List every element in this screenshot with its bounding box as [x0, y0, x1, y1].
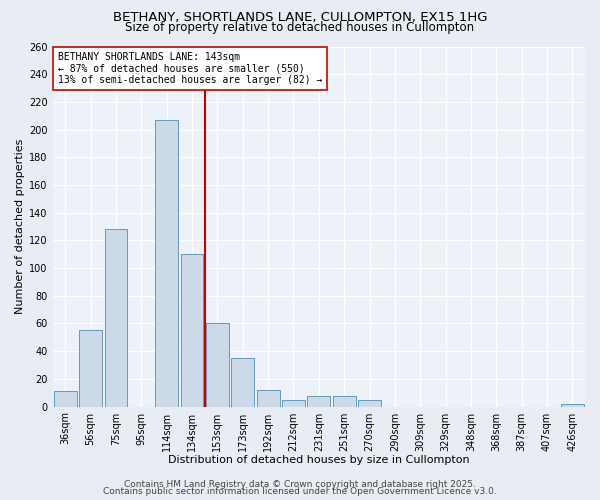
Bar	[104, 230, 127, 406]
X-axis label: Distribution of detached houses by size in Cullompton: Distribution of detached houses by size …	[168, 455, 470, 465]
Bar	[232, 358, 254, 406]
Bar	[206, 324, 229, 406]
Bar	[358, 400, 381, 406]
Y-axis label: Number of detached properties: Number of detached properties	[15, 139, 25, 314]
Text: BETHANY SHORTLANDS LANE: 143sqm
← 87% of detached houses are smaller (550)
13% o: BETHANY SHORTLANDS LANE: 143sqm ← 87% of…	[58, 52, 322, 85]
Bar	[257, 390, 280, 406]
Text: Contains public sector information licensed under the Open Government Licence v3: Contains public sector information licen…	[103, 488, 497, 496]
Text: Contains HM Land Registry data © Crown copyright and database right 2025.: Contains HM Land Registry data © Crown c…	[124, 480, 476, 489]
Bar	[561, 404, 584, 406]
Text: BETHANY, SHORTLANDS LANE, CULLOMPTON, EX15 1HG: BETHANY, SHORTLANDS LANE, CULLOMPTON, EX…	[113, 11, 487, 24]
Bar	[307, 396, 330, 406]
Bar	[155, 120, 178, 406]
Bar	[54, 392, 77, 406]
Bar	[333, 396, 356, 406]
Bar	[79, 330, 102, 406]
Bar	[282, 400, 305, 406]
Bar	[181, 254, 203, 406]
Text: Size of property relative to detached houses in Cullompton: Size of property relative to detached ho…	[125, 22, 475, 35]
